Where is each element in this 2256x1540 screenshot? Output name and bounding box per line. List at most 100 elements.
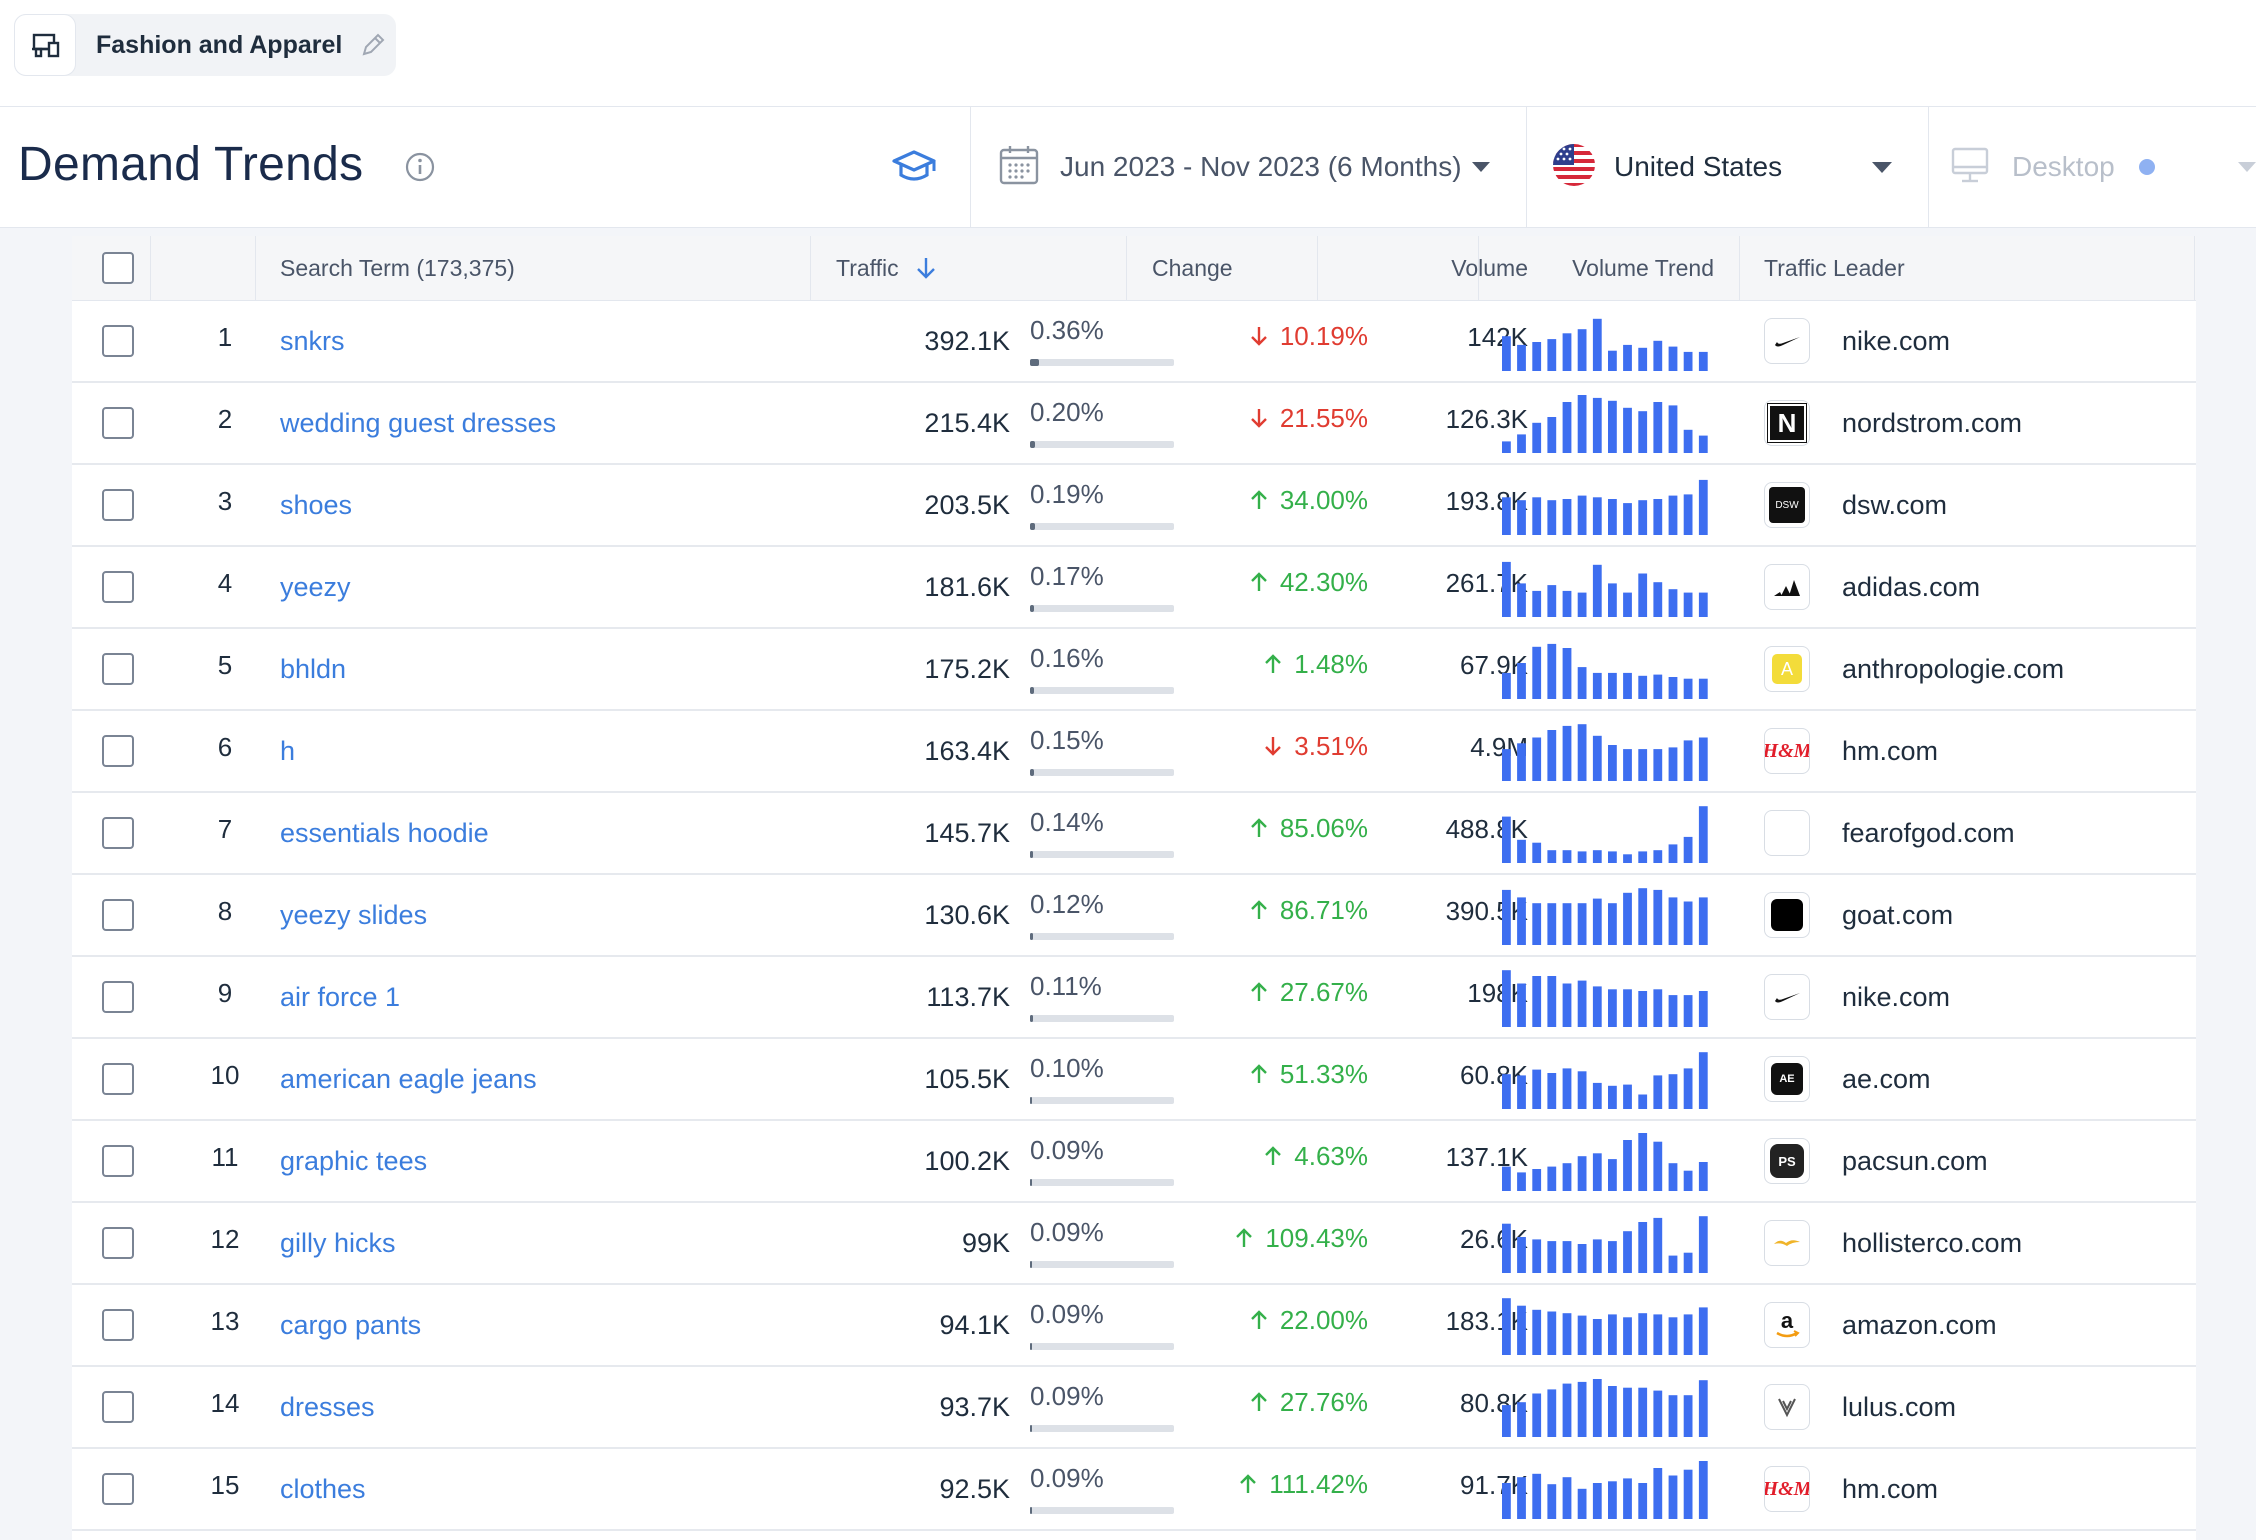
category-chip[interactable]: Fashion and Apparel xyxy=(14,14,396,76)
row-checkbox[interactable] xyxy=(102,1285,134,1365)
column-search-term[interactable]: Search Term (173,375) xyxy=(280,254,515,281)
traffic-share: 0.15% xyxy=(1030,725,1174,781)
search-term-link[interactable]: american eagle jeans xyxy=(280,1063,537,1094)
traffic-leader-domain[interactable]: nike.com xyxy=(1842,325,1951,356)
traffic-leader-domain[interactable]: adidas.com xyxy=(1842,571,1981,602)
traffic-leader-domain[interactable]: nordstrom.com xyxy=(1842,407,2023,438)
volume-trend-chart xyxy=(1502,806,1708,863)
date-range-picker[interactable]: Jun 2023 - Nov 2023 (6 Months) xyxy=(998,107,1490,227)
row-checkbox[interactable] xyxy=(102,711,134,791)
table-row[interactable]: 8 yeezy slides 130.6K 0.12% 86.71% 390.5K goat… xyxy=(72,875,2196,957)
search-term-link[interactable]: bhldn xyxy=(280,653,347,684)
trend-bar xyxy=(1532,1309,1542,1355)
column-traffic[interactable]: Traffic xyxy=(836,236,937,300)
column-volume[interactable]: Volume xyxy=(1451,254,1528,281)
table-row[interactable]: 11 graphic tees 100.2K 0.09% 4.63% 137.1K PS pa… xyxy=(72,1121,2196,1203)
trend-bar xyxy=(1562,402,1572,453)
table-row[interactable]: 3 shoes 203.5K 0.19% 34.00% 193.8K DSW dsw.com xyxy=(72,465,2196,547)
column-change[interactable]: Change xyxy=(1152,254,1233,281)
traffic-leader-domain[interactable]: anthropologie.com xyxy=(1842,653,2065,684)
row-checkbox[interactable] xyxy=(102,383,134,463)
trend-bar xyxy=(1653,1075,1663,1109)
traffic-share: 0.14% xyxy=(1030,807,1174,863)
row-checkbox[interactable] xyxy=(102,1039,134,1119)
traffic-leader-domain[interactable]: pacsun.com xyxy=(1842,1145,1988,1176)
traffic-share-bar xyxy=(1030,1425,1174,1432)
table-row[interactable]: 1 snkrs 392.1K 0.36% 10.19% 142K nike.com xyxy=(72,301,2196,383)
search-term-link[interactable]: yeezy slides xyxy=(280,899,428,930)
device-picker[interactable]: Desktop xyxy=(1950,107,2256,227)
traffic-leader-domain[interactable]: fearofgod.com xyxy=(1842,817,2015,848)
row-checkbox[interactable] xyxy=(102,875,134,955)
table-row[interactable]: 2 wedding guest dresses 215.4K 0.20% 21.55% 1… xyxy=(72,383,2196,465)
trend-bar xyxy=(1623,672,1632,699)
traffic-leader-domain[interactable]: hm.com xyxy=(1842,735,1939,766)
traffic-leader-domain[interactable]: ae.com xyxy=(1842,1063,1931,1094)
table-row[interactable]: 10 american eagle jeans 105.5K 0.10% 51.33% 6… xyxy=(72,1039,2196,1121)
traffic-share: 0.36% xyxy=(1030,315,1174,371)
traffic-share-fill xyxy=(1030,851,1034,858)
search-term-link[interactable]: graphic tees xyxy=(280,1145,428,1176)
search-term-link[interactable]: air force 1 xyxy=(280,981,401,1012)
traffic-leader-domain[interactable]: hm.com xyxy=(1842,1473,1939,1504)
row-checkbox[interactable] xyxy=(102,465,134,545)
table-row[interactable]: 7 essentials hoodie 145.7K 0.14% 85.06% 488.8… xyxy=(72,793,2196,875)
column-traffic-leader[interactable]: Traffic Leader xyxy=(1764,254,1905,281)
search-term-link[interactable]: h xyxy=(280,735,296,766)
search-term-link[interactable]: gilly hicks xyxy=(280,1227,396,1258)
country-picker[interactable]: United States xyxy=(1552,107,1900,227)
traffic-share-text: 0.09% xyxy=(1030,1217,1104,1247)
traffic-share-text: 0.09% xyxy=(1030,1135,1104,1165)
traffic-share-text: 0.16% xyxy=(1030,643,1104,673)
traffic-leader-domain[interactable]: lulus.com xyxy=(1842,1391,1957,1422)
search-term-link[interactable]: yeezy xyxy=(280,571,351,602)
search-term-link[interactable]: clothes xyxy=(280,1473,366,1504)
trend-bar xyxy=(1653,674,1663,699)
trend-bar xyxy=(1517,839,1526,863)
row-rank: 1 xyxy=(217,321,233,352)
table-row[interactable]: 13 cargo pants 94.1K 0.09% 22.00% 183.1K a amaz… xyxy=(72,1285,2196,1367)
trend-bar xyxy=(1608,499,1617,535)
trend-bar xyxy=(1638,675,1648,699)
select-all-checkbox[interactable] xyxy=(102,236,134,300)
row-checkbox[interactable] xyxy=(102,1367,134,1447)
row-checkbox[interactable] xyxy=(102,547,134,627)
row-checkbox[interactable] xyxy=(102,1121,134,1201)
traffic-leader-domain[interactable]: goat.com xyxy=(1842,899,1954,930)
row-checkbox[interactable] xyxy=(102,1449,134,1529)
search-term-link[interactable]: wedding guest dresses xyxy=(280,407,557,438)
row-checkbox[interactable] xyxy=(102,629,134,709)
search-term-link[interactable]: shoes xyxy=(280,489,353,520)
header-divider xyxy=(970,107,971,227)
table-row[interactable]: 9 air force 1 113.7K 0.11% 27.67% 198K nike.co… xyxy=(72,957,2196,1039)
traffic-leader-domain[interactable]: amazon.com xyxy=(1842,1309,1997,1340)
pencil-icon[interactable] xyxy=(360,32,386,58)
table-row[interactable]: 4 yeezy 181.6K 0.17% 42.30% 261.7K adidas.com xyxy=(72,547,2196,629)
table-row[interactable]: 6 h 163.4K 0.15% 3.51% 4.9M H&M hm.com xyxy=(72,711,2196,793)
row-checkbox[interactable] xyxy=(102,793,134,873)
trend-bar xyxy=(1592,1082,1602,1109)
trend-bar xyxy=(1698,1461,1708,1519)
table-row[interactable]: 15 clothes 92.5K 0.09% 111.42% 91.7K H&M hm.com xyxy=(72,1449,2196,1531)
trend-bar xyxy=(1668,1395,1678,1437)
search-term-link[interactable]: dresses xyxy=(280,1391,375,1422)
trend-bar xyxy=(1623,592,1632,617)
graduation-cap-icon[interactable] xyxy=(890,147,938,192)
table-row[interactable]: 12 gilly hicks 99K 0.09% 109.43% 26.6K hollist… xyxy=(72,1203,2196,1285)
trend-bar xyxy=(1608,851,1617,863)
table-row[interactable]: 14 dresses 93.7K 0.09% 27.76% 80.8K lulus.com xyxy=(72,1367,2196,1449)
search-term-link[interactable]: snkrs xyxy=(280,325,345,356)
info-icon[interactable] xyxy=(404,151,436,188)
traffic-leader-domain[interactable]: nike.com xyxy=(1842,981,1951,1012)
trend-bar xyxy=(1517,1477,1526,1519)
search-term-link[interactable]: cargo pants xyxy=(280,1309,422,1340)
search-term-link[interactable]: essentials hoodie xyxy=(280,817,489,848)
traffic-leader-domain[interactable]: hollisterco.com xyxy=(1842,1227,2023,1258)
row-checkbox[interactable] xyxy=(102,957,134,1037)
trend-bar xyxy=(1592,397,1602,453)
row-checkbox[interactable] xyxy=(102,1203,134,1283)
column-volume-trend: Volume Trend xyxy=(1572,254,1714,281)
traffic-leader-domain[interactable]: dsw.com xyxy=(1842,489,1948,520)
row-checkbox[interactable] xyxy=(102,301,134,381)
